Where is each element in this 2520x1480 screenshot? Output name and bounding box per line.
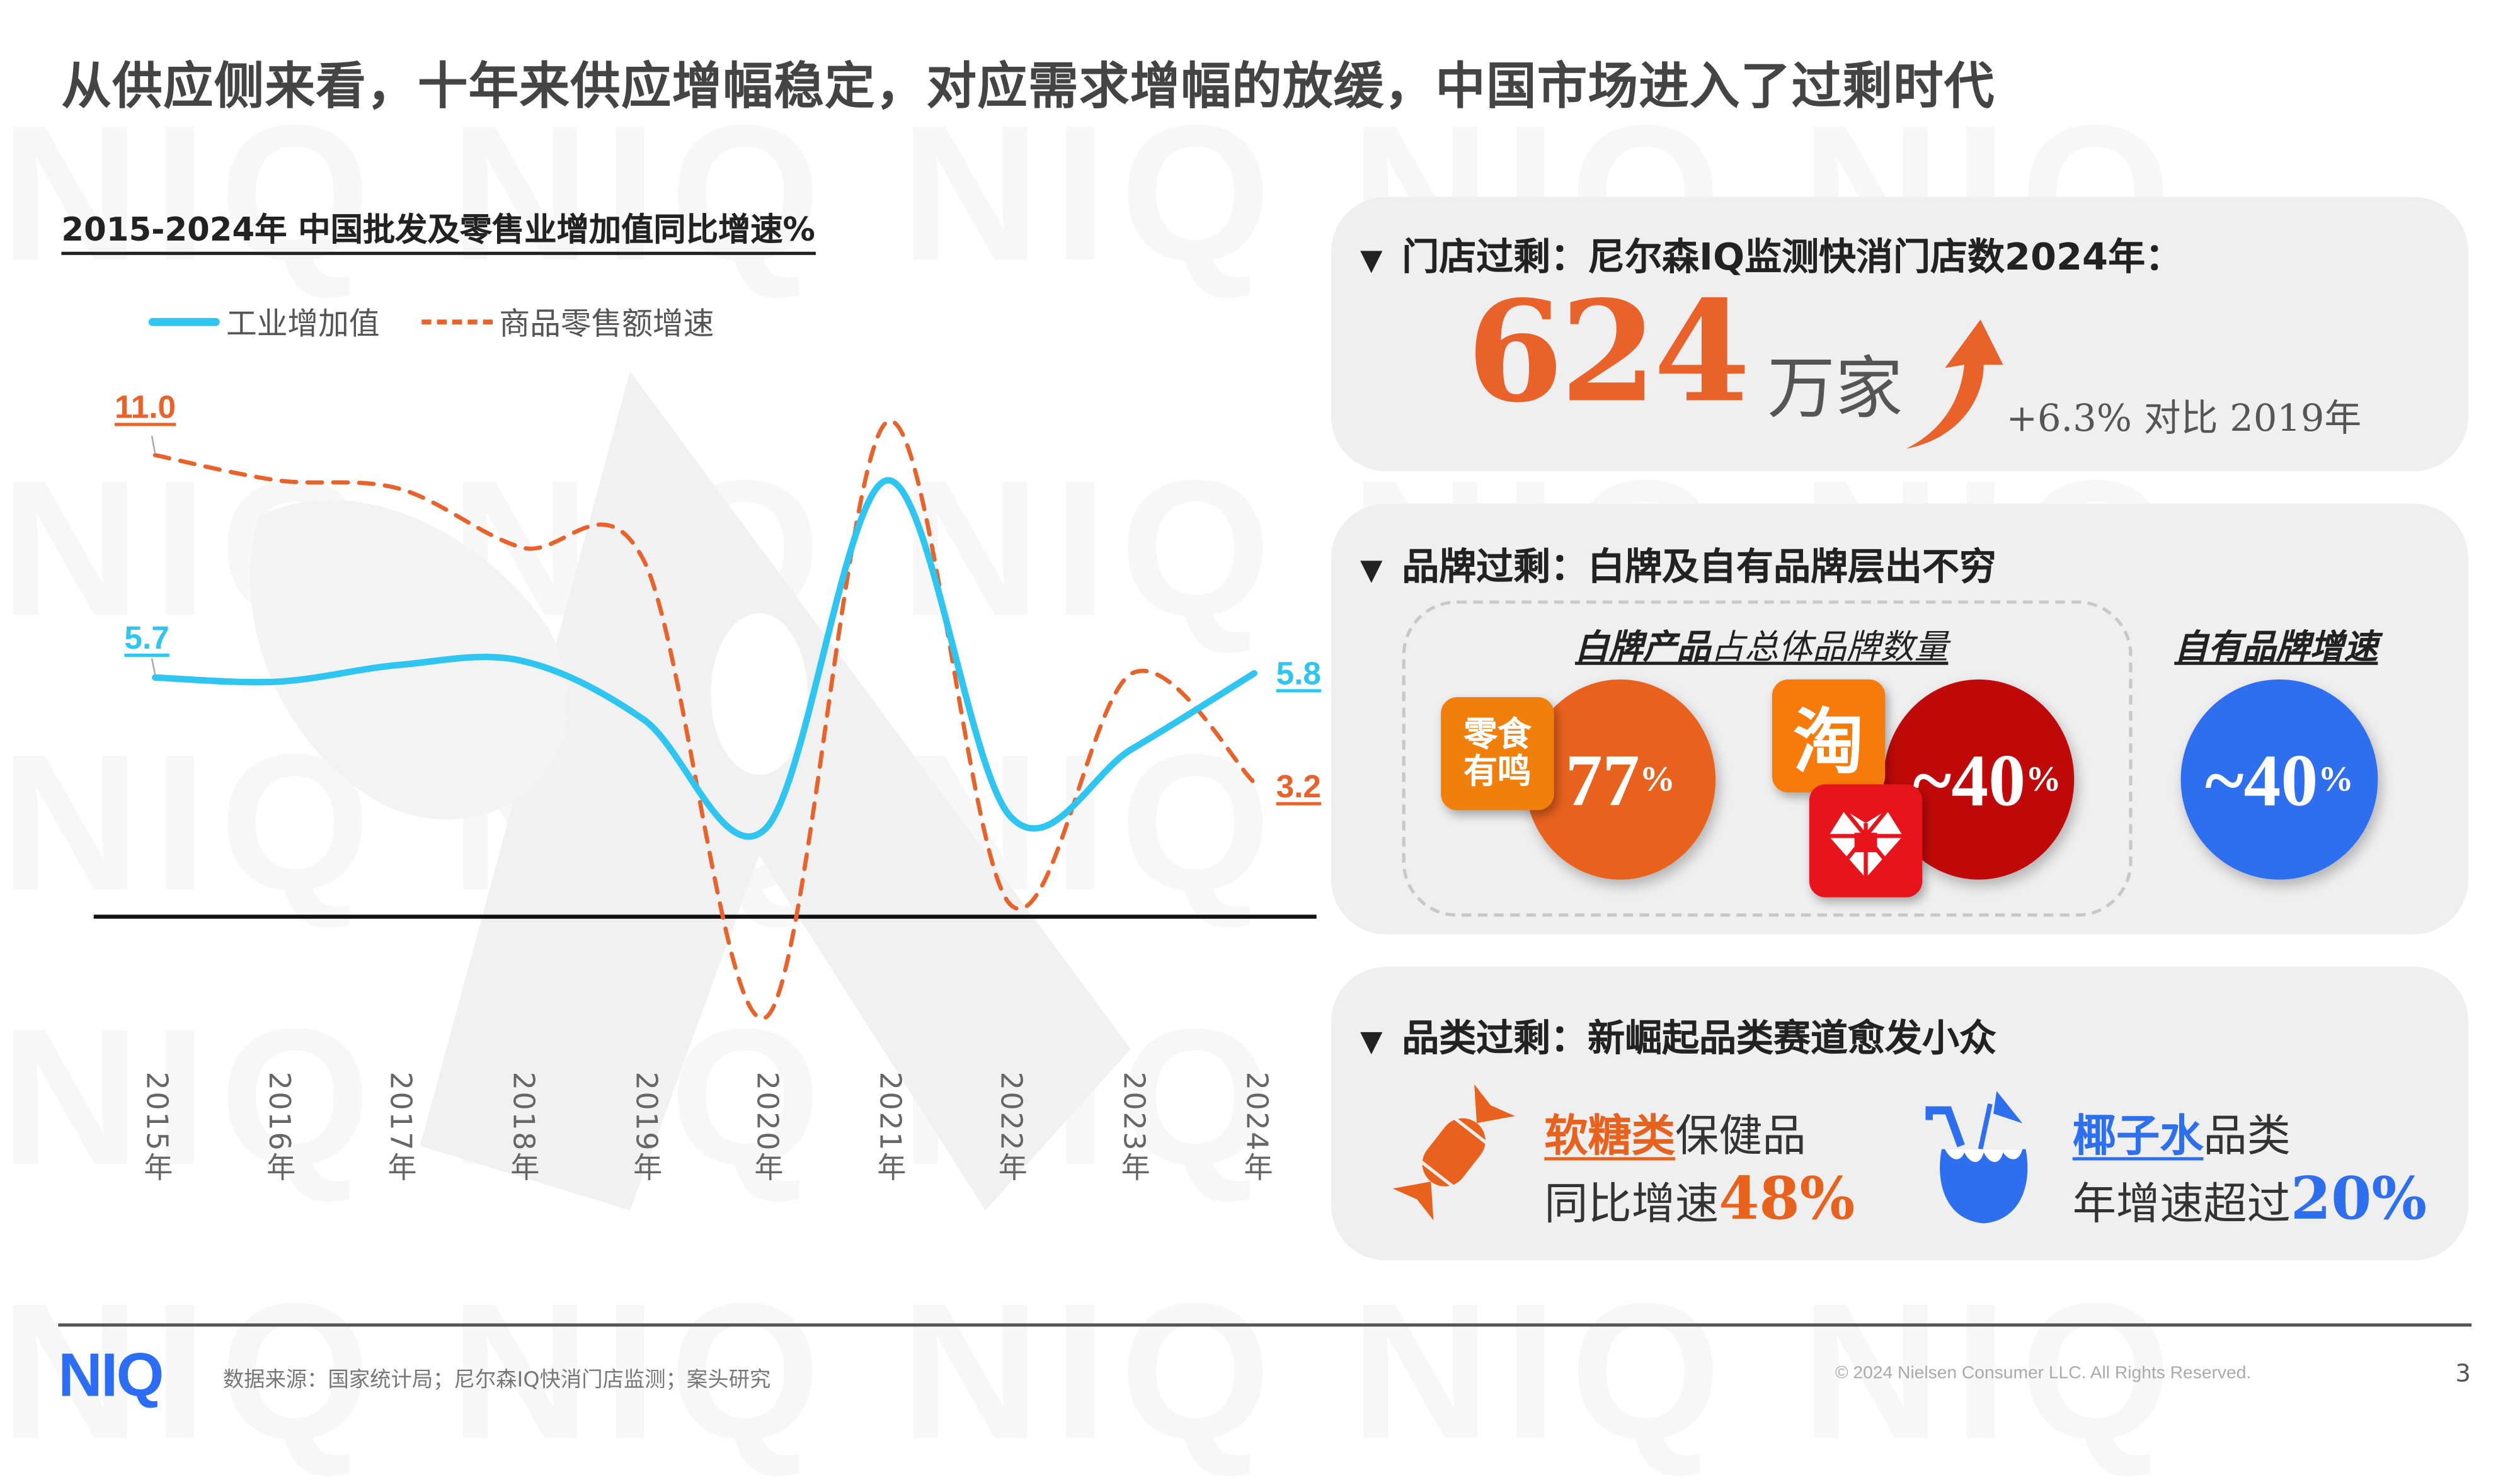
coconut-category-line2: 年增速超过20% (2072, 1165, 2427, 1233)
brand-heading-text: 品牌过剩：白牌及自有品牌层出不穷 (1402, 547, 1996, 589)
store-panel-heading: ▼ 门店过剩：尼尔森IQ监测快消门店数2024年： (1360, 226, 2182, 281)
triangle-bullet-icon: ▼ (1360, 1025, 1383, 1059)
lingshiyouming-app-icon: 零食 有鸣 (1441, 697, 1554, 811)
category-panel-heading: ▼ 品类过剩：新崛起品类赛道愈发小众 (1360, 1007, 1996, 1062)
candy-icon (1392, 1084, 1515, 1221)
legend-label-retail: 商品零售额增速 (499, 306, 714, 343)
brand-panel-heading: ▼ 品牌过剩：白牌及自有品牌层出不穷 (1360, 536, 1996, 591)
gummy-category-line1: 软糖类保健品 (1544, 1112, 1806, 1163)
x-axis-label: 2023年 (1116, 1071, 1150, 1183)
page-title: 从供应侧来看，十年来供应增幅稳定，对应需求增幅的放缓，中国市场进入了过剩时代 (61, 58, 1995, 117)
data-label-retail-2024: 3.2 (1276, 770, 1321, 805)
store-count-number: 624 (1467, 271, 1750, 435)
private-label-circle-40: ~40% (2180, 679, 2378, 880)
data-label-retail-2015: 11.0 (115, 390, 176, 426)
white-label-circle-77: 77% (1525, 679, 1716, 880)
x-axis-label: 2018年 (505, 1071, 540, 1183)
x-axis-label: 2015年 (139, 1071, 173, 1183)
chart-title: 2015-2024年 中国批发及零售业增加值同比增速% (61, 203, 815, 255)
category-panel (1331, 966, 2468, 1261)
line-chart (93, 419, 1317, 1021)
label-leader-line (151, 435, 156, 454)
store-comparison: +6.3% 对比 2019年 (2006, 398, 2362, 441)
store-count-unit: 万家 (1767, 348, 1903, 428)
coconut-category-line1: 椰子水品类 (2072, 1112, 2291, 1163)
data-label-industrial-2015: 5.7 (124, 621, 169, 657)
gummy-category-line2: 同比增速48% (1544, 1165, 1855, 1233)
category-heading-text: 品类过剩：新崛起品类赛道愈发小众 (1402, 1018, 1996, 1061)
label-leader-line (151, 658, 156, 675)
x-axis-label: 2021年 (872, 1071, 907, 1183)
x-axis-label: 2019年 (628, 1071, 663, 1183)
coconut-drink-icon (1925, 1091, 2028, 1224)
slide: NIQ NIQ NIQ NIQ NIQ NIQ NIQ NIQ NIQ NIQ … (58, 58, 2472, 1411)
data-source-note: 数据来源：国家统计局；尼尔森IQ快消门店监测；案头研究 (222, 1369, 771, 1393)
x-axis-label: 2017年 (382, 1071, 417, 1183)
legend-label-industrial: 工业增加值 (226, 306, 380, 343)
x-axis-label: 2022年 (993, 1071, 1028, 1183)
store-panel (1331, 196, 2468, 472)
private-label-subheading: 自有品牌增速 (2174, 627, 2378, 667)
legend-dashed-line-icon (421, 319, 493, 325)
footer-divider (58, 1323, 2472, 1327)
x-axis-label: 2016年 (261, 1071, 296, 1183)
niq-mascot-watermark-icon (249, 371, 1131, 1210)
legend-solid-line-icon (148, 317, 220, 326)
triangle-bullet-icon: ▼ (1360, 243, 1383, 278)
white-label-subheading: 白牌产品占总体品牌数量 (1574, 627, 1949, 667)
x-axis-label: 2024年 (1239, 1071, 1273, 1183)
triangle-bullet-icon: ▼ (1360, 553, 1383, 588)
pinduoduo-app-icon (1809, 784, 1923, 897)
chart-legend: 工业增加值 商品零售额增速 (148, 300, 714, 344)
niq-logo: NIQ (58, 1343, 164, 1411)
pinduoduo-heart-icon (1828, 809, 1903, 879)
up-arrow-icon (1906, 319, 2003, 449)
series-industrial-line (152, 477, 1257, 840)
page-number: 3 (2455, 1358, 2471, 1388)
copyright-notice: © 2024 Nielsen Consumer LLC. All Rights … (1835, 1363, 2252, 1384)
store-heading-text: 门店过剩：尼尔森IQ监测快消门店数2024年： (1402, 237, 2183, 280)
data-label-industrial-2024: 5.8 (1276, 656, 1321, 693)
taobao-app-icon: 淘 (1772, 679, 1886, 793)
x-axis-label: 2020年 (749, 1071, 784, 1183)
series-retail-line (152, 419, 1257, 1021)
white-label-group-box (1402, 600, 2133, 917)
